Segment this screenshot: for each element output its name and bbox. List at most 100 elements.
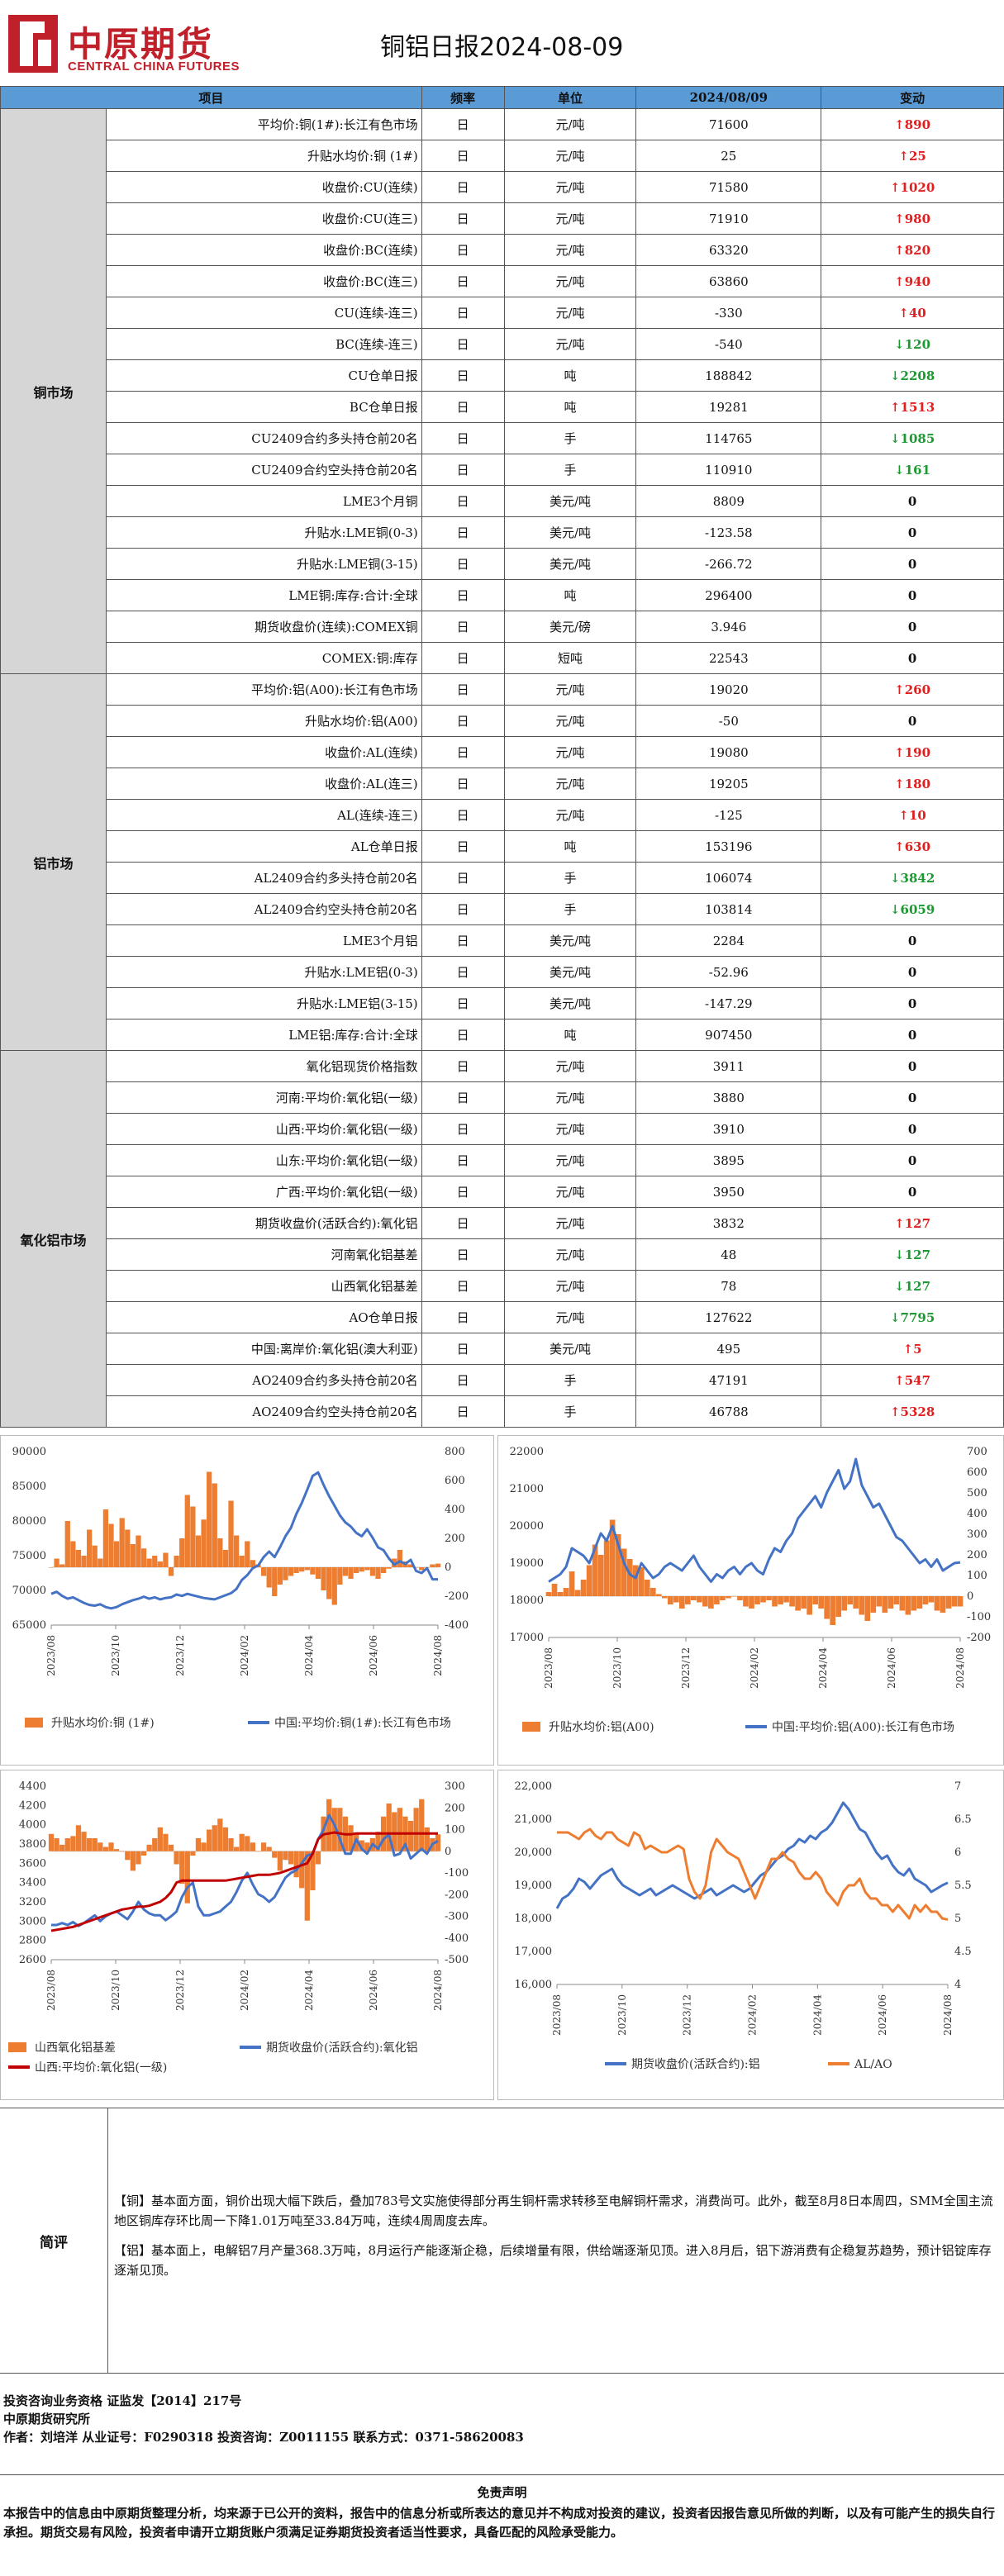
series-bar [92, 1838, 98, 1851]
series-bar [288, 1567, 294, 1576]
right-axis-tick-label: 5 [954, 1913, 961, 1925]
x-axis-tick-label: 2023/10 [611, 1647, 623, 1689]
change-cell: ↑190 [821, 736, 1004, 768]
value-cell: 19281 [635, 391, 822, 423]
x-axis-tick-label: 2024/02 [747, 1994, 759, 2036]
series-bar [957, 1596, 964, 1607]
series-bar [337, 1808, 343, 1851]
series-bar [331, 1808, 337, 1851]
frequency-cell: 日 [421, 1113, 505, 1145]
series-bar [190, 1506, 196, 1567]
table-row: 升贴水:LME铝(0-3) 日美元/吨 -52.96 0 [1, 956, 1004, 988]
left-axis-tick-label: 19,000 [515, 1880, 553, 1892]
x-axis-tick-label: 2024/04 [811, 1994, 823, 2036]
frequency-cell: 日 [421, 1019, 505, 1051]
change-cell: ↓2208 [821, 359, 1004, 392]
item-cell: 收盘价:AL(连三) [105, 768, 422, 800]
table-row: CU2409合约多头持仓前20名日手 114765 ↓1085 [1, 422, 1004, 454]
series-bar [685, 1596, 691, 1604]
series-bar [407, 1564, 414, 1567]
series-bar [54, 1838, 59, 1851]
left-axis-tick-label: 80000 [12, 1515, 46, 1528]
series-bar [59, 1844, 65, 1851]
series-bar [168, 1567, 174, 1576]
right-axis-tick-label: 5.5 [954, 1880, 972, 1892]
series-bar [119, 1518, 125, 1567]
series-bar [239, 1833, 245, 1851]
frequency-cell: 日 [421, 642, 505, 674]
series-bar [424, 1827, 430, 1851]
series-bar [130, 1851, 136, 1871]
frequency-cell: 日 [421, 673, 505, 706]
series-bar [743, 1596, 749, 1607]
license-line: 投资咨询业务资格 证监发【2014】217号 [3, 2393, 242, 2408]
unit-cell: 元/吨 [503, 297, 637, 329]
item-cell: 平均价:铜(1#):长江有色市场 [105, 108, 422, 140]
value-cell: 153196 [635, 830, 822, 863]
series-bar [283, 1851, 288, 1861]
company-logo: 中原期货 CENTRAL CHINA FUTURES [8, 15, 240, 74]
series-bar [228, 1500, 234, 1567]
item-cell: 河南氧化铝基差 [105, 1238, 422, 1271]
charts-area: 90000 85000 80000 75000 70000 65000 800 600 400 2… [0, 1435, 1004, 2104]
frequency-cell: 日 [421, 1081, 505, 1114]
change-cell: ↑25 [821, 140, 1004, 172]
unit-cell: 短吨 [503, 642, 637, 674]
section-label: 氧化铝市场 [0, 1050, 107, 1428]
item-cell: 广西:平均价:氧化铝(一级) [105, 1176, 422, 1208]
legend-label: 中国:平均价:铝(A00):长江有色市场 [772, 1720, 954, 1734]
market-data-table: 项目 频率 单位 2024/08/09 变动 铜市场 平均价:铜(1#):长江有色… [0, 86, 1004, 1428]
unit-cell: 吨 [503, 1019, 637, 1051]
table-row: AO仓单日报日元/吨 127622 ↓7795 [1, 1301, 1004, 1333]
left-axis-tick-label: 3400 [19, 1877, 46, 1889]
series-bar [380, 1567, 387, 1573]
series-bar [766, 1596, 772, 1600]
item-cell: CU(连续-连三) [105, 297, 422, 329]
value-cell: 8809 [635, 485, 822, 517]
series-bar [702, 1596, 708, 1607]
change-cell: 0 [821, 1176, 1004, 1208]
table-row: 收盘价:AL(连三) 日元/吨 19205 ↑180 [1, 768, 1004, 800]
table-row: AL2409合约空头持仓前20名日手 103814 ↓6059 [1, 893, 1004, 925]
value-cell: -540 [635, 328, 822, 360]
unit-cell: 美元/吨 [503, 1333, 637, 1365]
series-bar [905, 1596, 911, 1615]
item-cell: 山西氧化铝基差 [105, 1270, 422, 1302]
table-row: 升贴水均价:铜 (1#) 日元/吨 25 ↑25 [1, 140, 1004, 172]
series-bar [201, 1519, 207, 1567]
series-bar [580, 1580, 587, 1596]
change-cell: 0 [821, 1081, 1004, 1114]
column-header-date: 2024/08/09 [635, 86, 822, 109]
table-row: 收盘价:BC(连三) 日元/吨 63860 ↑940 [1, 265, 1004, 297]
series-bar [125, 1529, 131, 1567]
series-bar [304, 1851, 310, 1921]
x-axis-tick-label: 2023/12 [682, 1994, 693, 2036]
frequency-cell: 日 [421, 1238, 505, 1271]
table-row: AO2409合约空头持仓前20名日手 46788 ↑5328 [1, 1395, 1004, 1428]
value-cell: 3910 [635, 1113, 822, 1145]
table-row: AL仓单日报日吨 153196 ↑630 [1, 830, 1004, 863]
series-bar [283, 1567, 288, 1580]
change-cell: 0 [821, 611, 1004, 643]
series-bar [893, 1596, 900, 1604]
series-bar [714, 1596, 720, 1604]
change-cell: ↑5328 [821, 1395, 1004, 1428]
series-bar [353, 1567, 359, 1573]
value-cell: 19205 [635, 768, 822, 800]
series-bar [48, 1567, 55, 1568]
series-bar [140, 1851, 147, 1856]
right-axis-tick-label: 100 [445, 1824, 465, 1837]
value-cell: 296400 [635, 579, 822, 611]
item-cell: AL2409合约多头持仓前20名 [105, 862, 422, 894]
unit-cell: 手 [503, 862, 637, 894]
unit-cell: 元/吨 [503, 768, 637, 800]
series-bar [563, 1588, 569, 1596]
change-cell: ↑940 [821, 265, 1004, 297]
value-cell: -125 [635, 799, 822, 831]
change-cell: 0 [821, 1113, 1004, 1145]
frequency-cell: 日 [421, 140, 505, 172]
item-cell: 中国:离岸价:氧化铝(澳大利亚) [105, 1333, 422, 1365]
series-bar [108, 1842, 114, 1851]
right-axis-tick-label: 400 [967, 1508, 987, 1520]
series-bar [899, 1596, 906, 1611]
